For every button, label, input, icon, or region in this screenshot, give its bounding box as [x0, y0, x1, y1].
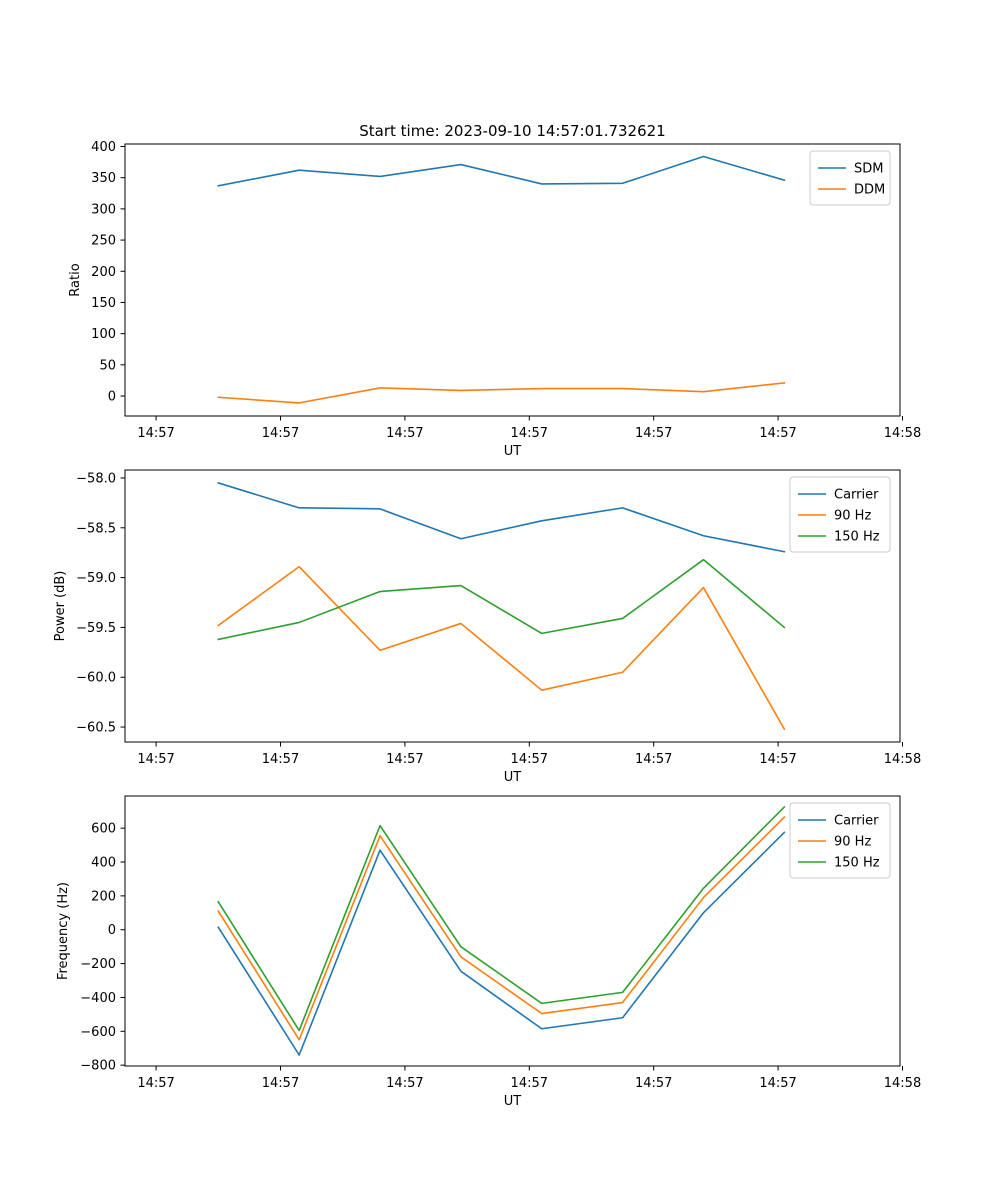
y-tick-label: 100	[91, 327, 116, 342]
axes-frame	[124, 795, 901, 1067]
x-tick-label: 14:57	[137, 1076, 174, 1091]
y-tick-label: −60.5	[76, 721, 116, 736]
axes-frame	[124, 469, 901, 743]
x-tick-label: 14:57	[511, 1076, 548, 1091]
x-axis-label: UT	[504, 444, 522, 459]
x-tick-label: 14:57	[262, 426, 299, 441]
x-tick-label: 14:57	[759, 1076, 796, 1091]
y-tick-label: 200	[91, 265, 116, 280]
y-tick-label: −60.0	[76, 671, 116, 686]
x-tick-label: 14:57	[386, 1076, 423, 1091]
x-tick-label: 14:57	[635, 1076, 672, 1091]
y-tick-label: 300	[91, 202, 116, 217]
y-tick-label: −59.0	[76, 571, 116, 586]
y-tick-label: 200	[91, 889, 116, 904]
series-line-150-hz	[217, 558, 786, 641]
legend-box	[809, 150, 891, 206]
series-line-90-hz	[217, 565, 786, 731]
legend-label: 90 Hz	[834, 835, 871, 850]
x-tick-label: 14:57	[511, 426, 548, 441]
legend-label: Carrier	[834, 488, 879, 503]
subplot-1: 14:57 14:57 14:57 14:57 14:57 14:57 14:58 0 50 10…	[68, 140, 921, 459]
y-tick-label: 50	[99, 358, 116, 373]
y-tick-label: −58.0	[76, 471, 116, 486]
x-tick-label: 14:57	[759, 752, 796, 767]
x-tick-label: 14:57	[635, 752, 672, 767]
legend-box	[789, 476, 891, 553]
figure-title: Start time: 2023-09-10 14:57:01.732621	[359, 122, 665, 140]
axes-frame	[124, 143, 901, 417]
x-axis-label: UT	[504, 1094, 522, 1109]
x-tick-label: 14:57	[759, 426, 796, 441]
subplot-2: 14:57 14:57 14:57 14:57 14:57 14:57 14:58 −58.0…	[53, 469, 921, 785]
y-tick-label: 400	[91, 140, 116, 155]
y-tick-label: 350	[91, 171, 116, 186]
series-line-150-hz	[217, 805, 786, 1032]
y-tick-label: 600	[91, 822, 116, 837]
x-tick-label: 14:57	[386, 426, 423, 441]
y-tick-label: −59.5	[76, 621, 116, 636]
legend: SDM DDM	[809, 150, 891, 206]
y-tick-label: 250	[91, 234, 116, 249]
subplots: 14:57 14:57 14:57 14:57 14:57 14:57 14:58 0 50 10…	[53, 140, 921, 1109]
x-tick-label: 14:57	[511, 752, 548, 767]
series-line-carrier	[217, 831, 786, 1056]
legend-label: DDM	[854, 183, 885, 198]
y-tick-label: 400	[91, 856, 116, 871]
y-tick-label: −58.5	[76, 521, 116, 536]
x-tick-label: 14:57	[137, 426, 174, 441]
legend-box	[789, 802, 891, 879]
x-tick-label: 14:57	[386, 752, 423, 767]
legend: Carrier 90 Hz 150 Hz	[789, 476, 891, 553]
legend-label: SDM	[854, 162, 883, 177]
y-tick-label: 150	[91, 296, 116, 311]
legend-label: 150 Hz	[834, 530, 880, 545]
series-line-sdm	[217, 155, 786, 187]
legend-label: Carrier	[834, 814, 879, 829]
y-tick-label: −400	[80, 991, 116, 1006]
x-tick-label: 14:57	[262, 752, 299, 767]
series-line-ddm	[217, 382, 786, 404]
y-tick-label: −800	[80, 1059, 116, 1074]
y-tick-label: −600	[80, 1025, 116, 1040]
y-axis-label: Frequency (Hz)	[56, 882, 71, 980]
y-tick-label: −200	[80, 957, 116, 972]
series-line-carrier	[217, 481, 786, 553]
x-axis-label: UT	[504, 770, 522, 785]
y-axis-label: Power (dB)	[53, 571, 68, 642]
subplot-3: 14:57 14:57 14:57 14:57 14:57 14:57 14:58 −800 −…	[56, 795, 921, 1109]
x-tick-label: 14:57	[262, 1076, 299, 1091]
legend-label: 90 Hz	[834, 509, 871, 524]
x-tick-label: 14:57	[635, 426, 672, 441]
y-axis-label: Ratio	[68, 263, 83, 296]
x-tick-label: 14:58	[884, 426, 921, 441]
series-line-90-hz	[217, 816, 786, 1041]
y-tick-label: 0	[108, 923, 116, 938]
legend-label: 150 Hz	[834, 856, 880, 871]
x-tick-label: 14:58	[884, 752, 921, 767]
x-tick-label: 14:58	[884, 1076, 921, 1091]
x-tick-label: 14:57	[137, 752, 174, 767]
y-tick-label: 0	[108, 390, 116, 405]
legend: Carrier 90 Hz 150 Hz	[789, 802, 891, 879]
